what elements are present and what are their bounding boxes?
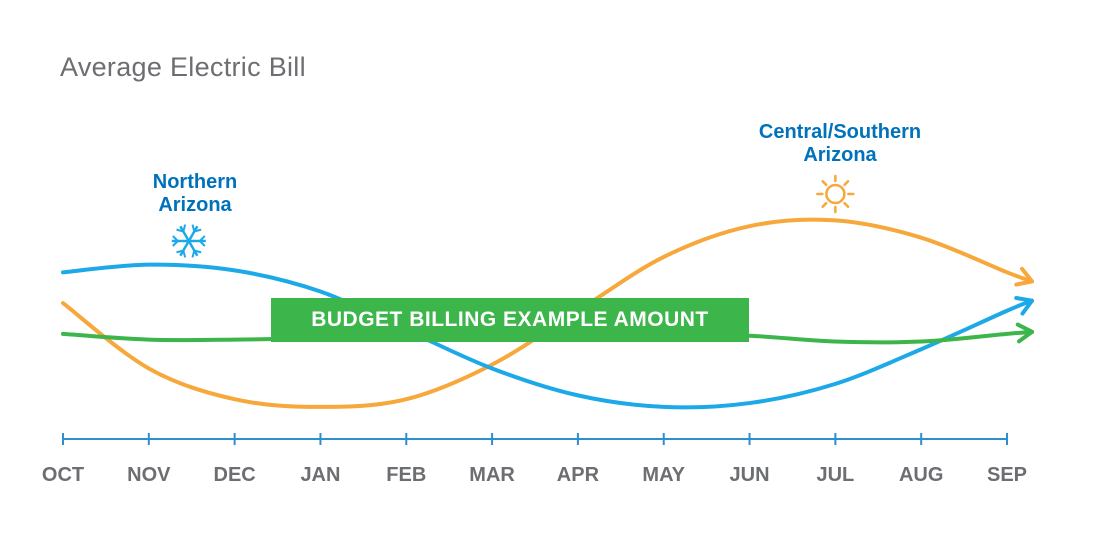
sun-ray [821,201,828,208]
series-line [61,262,1034,410]
arrowhead [1014,296,1034,316]
budget-billing-label: BUDGET BILLING EXAMPLE AMOUNT [271,298,749,342]
snowflake-icon [171,224,206,258]
northern-arizona-label: Northern Arizona [152,171,238,216]
chart-title: Average Electric Bill [60,52,306,82]
sun-ray [843,180,850,187]
x-tick-label: DEC [213,464,256,486]
snowflake-tip [191,224,202,233]
x-tick-label: MAR [469,464,515,486]
snowflake-tip [176,249,187,258]
x-tick-label: NOV [127,464,171,486]
x-tick-label: APR [556,464,600,486]
sun-ray [821,180,828,187]
central-southern-arizona-label: Central/Southern Arizona [758,121,922,166]
snowflake-arm [176,224,202,258]
sun-icon [815,174,856,214]
snowflake-tip [176,224,187,233]
x-tick-label: JUN [729,464,770,486]
x-tick-label: JAN [300,464,341,486]
sun-disc [825,183,846,205]
sun-ray [843,201,850,208]
x-tick-label: AUG [898,464,944,486]
arrowhead [1015,322,1034,344]
x-tick-label: JUL [816,464,855,486]
x-tick-label: MAY [642,464,686,486]
series-0 [61,262,1034,410]
snowflake-tip [191,249,202,258]
snowflake-tip [172,235,180,247]
x-tick-label: FEB [386,464,427,486]
arrowhead [1014,266,1034,287]
snowflake-tip [198,235,206,247]
x-tick-label: OCT [41,464,85,486]
x-tick-label: SEP [986,464,1028,486]
